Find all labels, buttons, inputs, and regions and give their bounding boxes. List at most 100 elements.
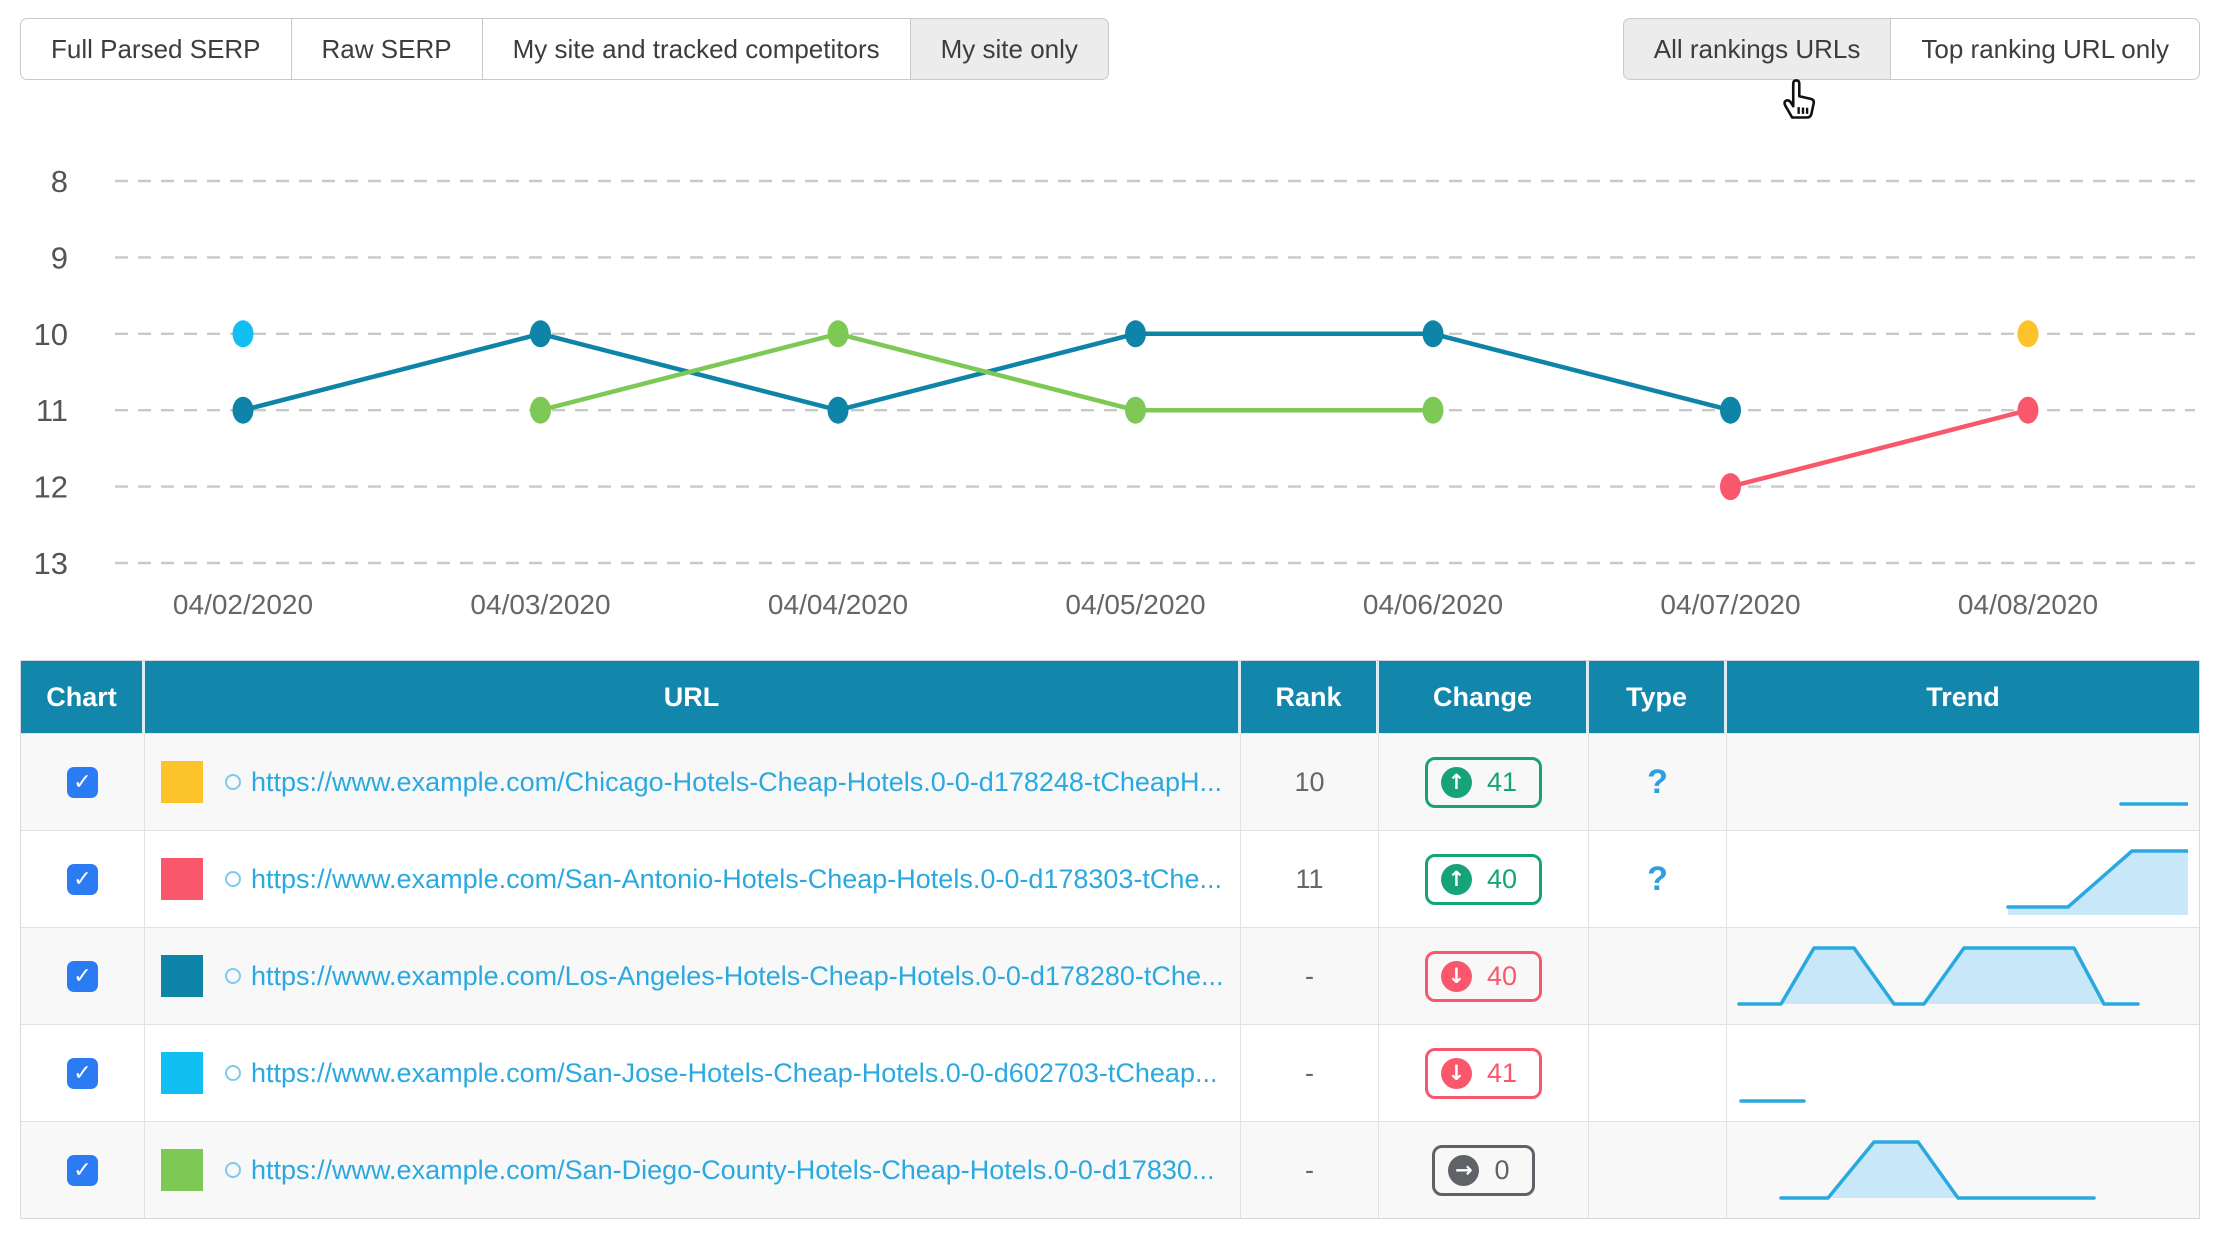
svg-text:9: 9 bbox=[51, 240, 68, 275]
table-row: ✓ https://www.example.com/San-Antonio-Ho… bbox=[21, 830, 2199, 927]
change-badge: ↑ 41 bbox=[1424, 756, 1543, 808]
column-header-rank: Rank bbox=[1241, 661, 1379, 733]
chart-toggle-cell: ✓ bbox=[21, 831, 145, 927]
trend-sparkline bbox=[1737, 946, 2140, 1006]
url-link[interactable]: https://www.example.com/Los-Angeles-Hote… bbox=[251, 960, 1224, 991]
url-bullet-icon bbox=[225, 871, 241, 887]
button-my-site-only[interactable]: My site only bbox=[909, 18, 1109, 80]
button-full-parsed-serp[interactable]: Full Parsed SERP bbox=[20, 18, 292, 80]
change-badge: ↓ 40 bbox=[1424, 950, 1543, 1002]
change-arrow-icon: ↑ bbox=[1440, 863, 1472, 895]
svg-text:04/04/2020: 04/04/2020 bbox=[768, 589, 908, 620]
button-my-site-and-competitors[interactable]: My site and tracked competitors bbox=[481, 18, 911, 80]
trend-cell bbox=[1727, 831, 2199, 927]
row-checkbox[interactable]: ✓ bbox=[67, 766, 98, 798]
url-scope-toggle-group: All rankings URLs Top ranking URL only bbox=[1622, 18, 2200, 80]
trend-cell bbox=[1727, 734, 2199, 830]
trend-sparkline bbox=[1779, 1140, 2096, 1200]
table-row: ✓ https://www.example.com/San-Jose-Hotel… bbox=[21, 1024, 2199, 1121]
change-arrow-icon: ↑ bbox=[1440, 766, 1472, 798]
type-cell bbox=[1589, 1025, 1727, 1121]
rank-cell: - bbox=[1241, 928, 1379, 1024]
table-row: ✓ https://www.example.com/Los-Angeles-Ho… bbox=[21, 927, 2199, 1024]
chart-toggle-cell: ✓ bbox=[21, 1025, 145, 1121]
change-value: 40 bbox=[1486, 960, 1518, 991]
row-checkbox[interactable]: ✓ bbox=[67, 1057, 98, 1089]
change-badge: ↓ 41 bbox=[1424, 1047, 1543, 1099]
type-cell: ? bbox=[1589, 831, 1727, 927]
rankings-table: Chart URL Rank Change Type Trend ✓ https… bbox=[20, 660, 2200, 1219]
svg-text:10: 10 bbox=[34, 317, 68, 352]
type-question-indicator[interactable]: ? bbox=[1647, 859, 1668, 898]
svg-text:04/05/2020: 04/05/2020 bbox=[1065, 589, 1205, 620]
url-cell: https://www.example.com/San-Diego-County… bbox=[145, 1122, 1241, 1218]
row-checkbox[interactable]: ✓ bbox=[67, 1154, 98, 1186]
rank-cell: - bbox=[1241, 1025, 1379, 1121]
trend-sparkline bbox=[2006, 849, 2188, 915]
trend-sparkline bbox=[1739, 1099, 1806, 1103]
change-arrow-icon: ↓ bbox=[1440, 1057, 1472, 1089]
checkmark-icon: ✓ bbox=[73, 963, 92, 989]
series-color-swatch bbox=[161, 761, 203, 803]
button-top-ranking-url-only[interactable]: Top ranking URL only bbox=[1890, 18, 2200, 80]
change-arrow-icon: → bbox=[1448, 1154, 1480, 1186]
change-value: 41 bbox=[1486, 1057, 1518, 1088]
trend-sparkline bbox=[2119, 802, 2188, 806]
column-header-trend: Trend bbox=[1926, 681, 2000, 712]
url-bullet-icon bbox=[225, 774, 241, 790]
svg-text:04/06/2020: 04/06/2020 bbox=[1363, 589, 1503, 620]
rank-cell: - bbox=[1241, 1122, 1379, 1218]
checkmark-icon: ✓ bbox=[73, 866, 92, 892]
svg-text:13: 13 bbox=[34, 546, 68, 581]
rank-value: - bbox=[1305, 1154, 1314, 1185]
checkmark-icon: ✓ bbox=[73, 769, 92, 795]
url-bullet-icon bbox=[225, 968, 241, 984]
trend-cell bbox=[1727, 1025, 2199, 1121]
url-bullet-icon bbox=[225, 1162, 241, 1178]
series-color-swatch bbox=[161, 858, 203, 900]
type-cell: ? bbox=[1589, 734, 1727, 830]
change-value: 41 bbox=[1486, 766, 1518, 797]
chart-toggle-cell: ✓ bbox=[21, 928, 145, 1024]
change-value: 40 bbox=[1486, 863, 1518, 894]
row-checkbox[interactable]: ✓ bbox=[67, 863, 98, 895]
url-link[interactable]: https://www.example.com/San-Antonio-Hote… bbox=[251, 863, 1222, 894]
table-body: ✓ https://www.example.com/Chicago-Hotels… bbox=[21, 733, 2199, 1218]
url-link[interactable]: https://www.example.com/San-Jose-Hotels-… bbox=[251, 1057, 1218, 1088]
table-header-row: Chart URL Rank Change Type Trend bbox=[21, 661, 2199, 733]
url-link[interactable]: https://www.example.com/San-Diego-County… bbox=[251, 1154, 1215, 1185]
change-cell: → 0 bbox=[1379, 1122, 1589, 1218]
svg-text:04/03/2020: 04/03/2020 bbox=[470, 589, 610, 620]
change-cell: ↓ 41 bbox=[1379, 1025, 1589, 1121]
row-checkbox[interactable]: ✓ bbox=[67, 960, 98, 992]
type-question-indicator[interactable]: ? bbox=[1647, 762, 1668, 801]
rank-value: - bbox=[1305, 960, 1314, 991]
change-badge: ↑ 40 bbox=[1424, 853, 1543, 905]
column-header-type: Type bbox=[1589, 661, 1727, 733]
column-header-url: URL bbox=[145, 661, 1241, 733]
change-cell: ↑ 40 bbox=[1379, 831, 1589, 927]
type-cell bbox=[1589, 928, 1727, 1024]
chart-toggle-cell: ✓ bbox=[21, 1122, 145, 1218]
rank-cell: 11 bbox=[1241, 831, 1379, 927]
svg-text:04/08/2020: 04/08/2020 bbox=[1958, 589, 2098, 620]
url-cell: https://www.example.com/San-Jose-Hotels-… bbox=[145, 1025, 1241, 1121]
trend-cell bbox=[1727, 928, 2199, 1024]
button-raw-serp[interactable]: Raw SERP bbox=[290, 18, 483, 80]
type-cell bbox=[1589, 1122, 1727, 1218]
rank-value: 10 bbox=[1294, 766, 1325, 797]
button-all-rankings-urls[interactable]: All rankings URLs bbox=[1622, 18, 1892, 80]
change-cell: ↓ 40 bbox=[1379, 928, 1589, 1024]
checkmark-icon: ✓ bbox=[73, 1157, 92, 1183]
chart-toggle-cell: ✓ bbox=[21, 734, 145, 830]
url-cell: https://www.example.com/Chicago-Hotels-C… bbox=[145, 734, 1241, 830]
url-cell: https://www.example.com/Los-Angeles-Hote… bbox=[145, 928, 1241, 1024]
column-header-chart: Chart bbox=[21, 661, 145, 733]
series-color-swatch bbox=[161, 1149, 203, 1191]
svg-text:04/07/2020: 04/07/2020 bbox=[1660, 589, 1800, 620]
svg-text:8: 8 bbox=[51, 164, 68, 199]
rank-cell: 10 bbox=[1241, 734, 1379, 830]
serp-view-toggle-group: Full Parsed SERP Raw SERP My site and tr… bbox=[20, 18, 1109, 80]
rank-value: 11 bbox=[1295, 863, 1324, 894]
url-link[interactable]: https://www.example.com/Chicago-Hotels-C… bbox=[251, 766, 1222, 797]
